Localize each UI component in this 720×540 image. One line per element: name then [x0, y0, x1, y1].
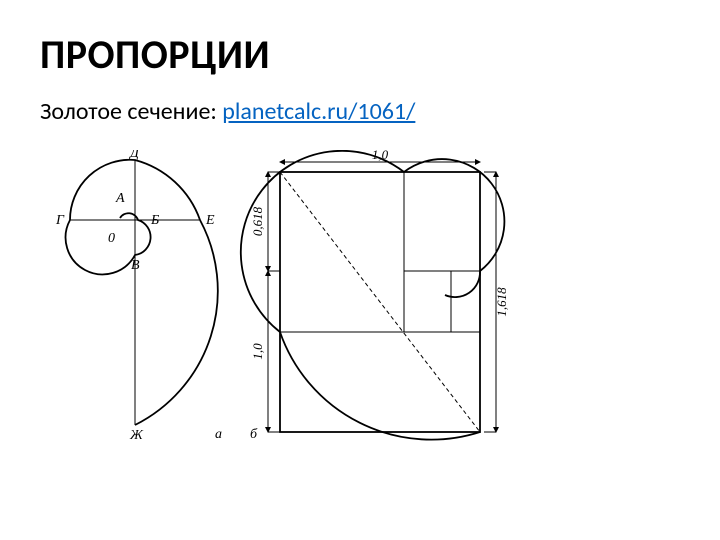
label-Zh: Ж	[129, 428, 144, 443]
label-E: Е	[205, 213, 215, 228]
right-diagonal	[280, 172, 480, 432]
svg-text:1,0: 1,0	[250, 343, 265, 360]
right-spiral-diagram: 1,0 0,618 1,0 1,618 б	[241, 150, 509, 442]
label-B: Б	[150, 213, 159, 228]
subtitle-prefix: Золотое сечение:	[40, 97, 222, 126]
subtitle-line: Золотое сечение: planetcalc.ru/1061/	[40, 97, 680, 126]
label-A: А	[115, 191, 125, 206]
label-D: Д	[128, 150, 140, 161]
label-G: Г	[55, 213, 65, 228]
slide-title: ПРОПОРЦИИ	[40, 30, 680, 79]
left-spiral	[66, 160, 218, 425]
golden-ratio-figure: Д Г А Б 0 В Е Ж а 1,0 0,618 1,0 1,618 б	[40, 150, 540, 460]
label-V: В	[131, 258, 140, 273]
left-sublabel: а	[215, 427, 222, 442]
right-sublabel: б	[250, 427, 258, 442]
label-O: 0	[108, 231, 115, 246]
svg-text:0,618: 0,618	[250, 206, 265, 236]
left-spiral-diagram: Д Г А Б 0 В Е Ж а	[55, 150, 222, 443]
svg-text:1,618: 1,618	[494, 287, 509, 317]
svg-text:1,0: 1,0	[372, 150, 389, 162]
planetcalc-link[interactable]: planetcalc.ru/1061/	[222, 97, 415, 126]
